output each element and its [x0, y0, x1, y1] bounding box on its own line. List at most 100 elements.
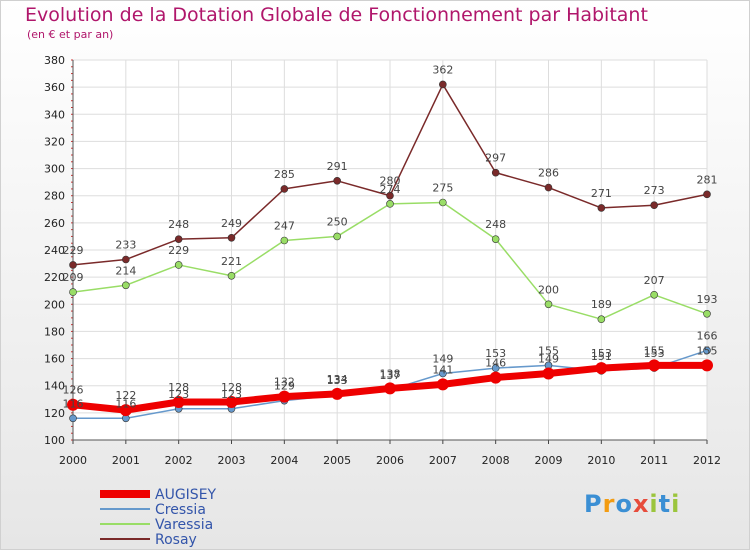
y-tick-label: 220 — [44, 271, 65, 284]
x-tick-label: 2004 — [270, 454, 298, 467]
data-point-augisey — [436, 378, 449, 391]
data-point-augisey — [542, 367, 555, 380]
data-label-varessia: 274 — [380, 183, 401, 196]
data-point-varessia — [597, 315, 606, 324]
data-label-rosay: 248 — [168, 218, 189, 231]
data-label-rosay: 285 — [274, 168, 295, 181]
x-tick-label: 2001 — [112, 454, 140, 467]
data-point-varessia — [69, 288, 77, 296]
x-tick-label: 2006 — [376, 454, 404, 467]
data-point-rosay — [69, 261, 77, 269]
y-tick-label: 260 — [44, 217, 65, 230]
x-tick-label: 2012 — [693, 454, 721, 467]
x-tick-label: 2005 — [323, 454, 351, 467]
data-label-rosay: 297 — [485, 152, 506, 165]
data-label-cressia: 151 — [591, 350, 612, 363]
x-tick-label: 2000 — [59, 454, 87, 467]
data-label-augisey: 155 — [644, 344, 665, 357]
data-label-rosay: 291 — [327, 160, 348, 173]
data-point-varessia — [174, 261, 183, 269]
data-label-rosay: 281 — [697, 173, 718, 186]
data-label-augisey: 126 — [63, 384, 84, 397]
y-tick-label: 100 — [44, 434, 65, 447]
data-point-augisey — [489, 371, 502, 384]
legend-label-augisey: AUGISEY — [155, 487, 217, 503]
x-tick-label: 2008 — [482, 454, 510, 467]
data-label-augisey: 138 — [380, 367, 401, 380]
data-label-rosay: 233 — [115, 239, 136, 252]
data-label-augisey: 128 — [221, 381, 242, 394]
data-label-varessia: 275 — [432, 182, 453, 195]
data-label-rosay: 249 — [221, 217, 242, 230]
y-tick-label: 140 — [44, 380, 65, 393]
data-label-varessia: 209 — [63, 271, 84, 284]
data-point-varessia — [544, 300, 553, 309]
data-point-augisey — [701, 359, 713, 372]
data-point-rosay — [122, 255, 130, 264]
chart-subtitle: (en € et par an) — [27, 28, 114, 41]
data-point-varessia — [122, 281, 130, 290]
proxiti-logo: Proxiti — [584, 490, 681, 518]
data-label-cressia: 166 — [697, 329, 718, 342]
axes: 100 120 140 160 180 200 220 240 260 280 300 320 340 3… — [44, 54, 721, 467]
data-point-augisey — [119, 404, 132, 417]
data-label-augisey: 155 — [697, 344, 718, 357]
data-label-augisey: 134 — [327, 373, 348, 386]
data-point-varessia — [386, 200, 394, 208]
data-point-rosay — [333, 176, 341, 185]
data-label-augisey: 132 — [274, 376, 295, 389]
x-tick-label: 2003 — [218, 454, 246, 467]
data-label-augisey: 153 — [591, 347, 612, 360]
data-label-cressia: 116 — [63, 397, 84, 410]
legend-label-cressia: Cressia — [155, 502, 206, 518]
data-label-augisey: 122 — [115, 389, 136, 402]
y-tick-label: 200 — [44, 298, 65, 311]
data-label-cressia: 153 — [485, 347, 506, 360]
series-group — [67, 80, 713, 423]
data-label-varessia: 200 — [538, 283, 559, 296]
y-tick-label: 380 — [44, 54, 65, 67]
data-label-varessia: 229 — [168, 244, 189, 257]
data-label-varessia: 221 — [221, 255, 242, 268]
data-point-varessia — [333, 232, 341, 241]
data-label-varessia: 193 — [697, 293, 718, 306]
data-label-augisey: 146 — [485, 357, 506, 370]
data-point-rosay — [544, 183, 553, 192]
data-point-augisey — [225, 396, 238, 408]
x-tick-label: 2002 — [165, 454, 193, 467]
data-label-cressia: 155 — [538, 344, 559, 357]
data-label-rosay: 273 — [644, 184, 665, 197]
data-point-varessia — [491, 235, 500, 243]
data-label-cressia: 123 — [168, 388, 189, 401]
data-point-varessia — [227, 271, 236, 280]
data-point-rosay — [703, 190, 711, 199]
data-point-augisey — [648, 359, 661, 372]
data-label-augisey: 149 — [538, 353, 559, 366]
y-tick-label: 180 — [44, 325, 65, 338]
y-tick-label: 320 — [44, 135, 65, 148]
chart-title: Evolution de la Dotation Globale de Fonc… — [25, 4, 648, 26]
y-tick-label: 160 — [44, 353, 65, 366]
data-label-augisey: 141 — [432, 363, 453, 376]
x-tick-label: 2007 — [429, 454, 457, 467]
data-label-cressia: 133 — [327, 374, 348, 387]
y-tick-label: 280 — [44, 190, 65, 203]
data-point-varessia — [439, 198, 447, 207]
legend-label-varessia: Varessia — [155, 517, 213, 533]
y-tick-label: 360 — [44, 81, 65, 94]
data-label-varessia: 247 — [274, 220, 295, 233]
data-point-varessia — [703, 309, 711, 318]
data-point-augisey — [595, 362, 608, 375]
data-point-rosay — [439, 80, 447, 89]
data-point-varessia — [650, 290, 658, 299]
data-label-cressia: 129 — [274, 380, 295, 393]
data-label-varessia: 189 — [591, 298, 612, 311]
x-tick-label: 2010 — [587, 454, 615, 467]
data-label-varessia: 207 — [644, 274, 665, 287]
data-point-augisey — [67, 398, 79, 411]
data-point-rosay — [174, 235, 183, 243]
data-label-cressia: 153 — [644, 347, 665, 360]
